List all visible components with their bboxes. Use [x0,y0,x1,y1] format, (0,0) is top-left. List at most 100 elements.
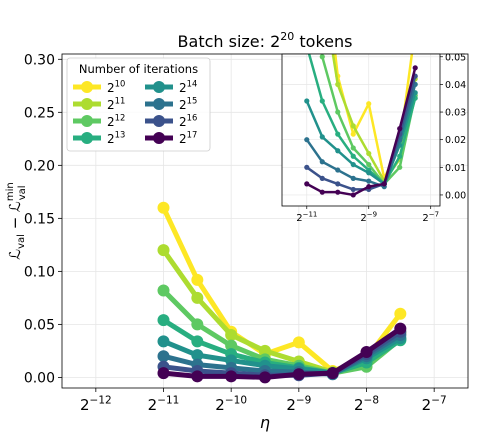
inset-data-point [335,81,341,87]
inset-data-point [397,153,403,159]
legend-swatch-marker [81,132,93,144]
inset-x-tick-label: 2−7 [422,211,439,225]
legend-swatch-marker [153,98,165,110]
inset-y-tick-label: 0.03 [445,108,466,119]
legend-label: 215 [179,96,197,112]
y-axis-label: ℒval − ℒminval [5,182,28,259]
inset-data-point [335,189,341,195]
legend-swatch-marker [153,132,165,144]
data-point [191,335,204,348]
legend-item: 210 [73,79,125,95]
inset-data-point [304,98,310,104]
data-point [225,370,238,383]
x-tick-label: 2−7 [422,394,447,414]
inset-data-point [366,150,372,157]
inset-series-17 [304,65,418,198]
data-point [157,350,170,363]
data-point [394,322,407,335]
legend-title: Number of iterations [79,62,198,76]
data-point [326,367,339,380]
inset-data-point [350,131,356,137]
inset-x-tick-label: 2−11 [296,211,317,225]
inset-y-tick-label: 0.04 [445,80,466,91]
data-point [157,335,170,348]
inset-data-point [335,148,341,154]
legend-swatch-marker [81,115,93,127]
legend-item: 211 [73,96,125,112]
inset-series-line [305,84,417,188]
inset-y-tick-label: 0.01 [445,163,466,174]
data-point [157,244,170,257]
y-tick-label: 0.30 [24,52,55,68]
inset-data-point [304,164,310,170]
inset-data-point [350,153,356,159]
legend-swatch-marker [153,81,165,93]
inset-data-point [350,192,356,198]
legend-swatch-marker [81,81,93,93]
data-point [292,368,305,381]
inset-series-line [320,54,417,186]
inset-data-point [319,175,325,181]
inset-data-point [350,175,356,181]
legend-item: 216 [145,113,197,129]
x-tick-label: 2−9 [286,394,311,414]
legend-item: 213 [73,130,125,146]
data-point [360,345,373,358]
data-point [225,339,238,352]
legend-label: 217 [179,130,197,146]
inset-data-point [319,98,325,104]
x-tick-label: 2−11 [148,394,180,414]
inset-data-point [335,131,341,137]
legend-label: 214 [179,79,197,95]
y-tick-label: 0.25 [24,105,55,121]
inset-data-point [413,27,418,32]
inset: 2−11 2−9 2−7 0.00 0.01 0.02 0.03 0.04 0.05 [281,27,466,225]
legend-item: 212 [73,113,125,129]
data-point [292,336,305,349]
legend-box [66,57,211,152]
legend: Number of iterations21021121221321421521… [66,57,211,152]
inset-data-point [335,181,341,187]
series-17 [157,322,407,384]
plot-area [157,201,407,384]
data-point [259,371,271,384]
inset-x-tick-label: 2−9 [360,211,377,225]
inset-data-point [397,164,403,170]
legend-label: 210 [107,79,125,95]
inset-data-point [366,170,372,176]
inset-data-point [366,101,372,107]
inset-data-point [319,134,325,140]
data-point [394,307,407,320]
legend-label: 213 [107,130,125,146]
inset-series-line [305,92,417,186]
y-tick-label: 0.15 [24,211,55,227]
y-tick-label: 0.00 [24,370,55,386]
inset-plot-area [304,27,418,198]
data-point [259,344,271,357]
data-point [225,328,238,341]
plot-frame [61,53,469,389]
legend-label: 216 [179,113,197,129]
x-axis-label: η [260,413,270,432]
inset-data-point [350,186,356,193]
y-tick-label: 0.20 [24,158,55,174]
inset-data-point [366,184,372,190]
chart-title: Batch size: 220 tokens [178,30,353,51]
legend-label: 212 [107,113,125,129]
data-point [157,367,170,380]
data-point [157,284,170,297]
inset-series-line [307,54,417,186]
inset-data-point [412,65,418,71]
inset-data-point [397,126,403,132]
inset-y-tick-label: 0.02 [445,135,466,146]
inset-data-point [366,178,372,184]
inset-data-point [304,137,310,143]
inset-data-point [319,189,325,195]
data-point [191,370,204,383]
x-tick-label: 2−12 [80,394,112,414]
legend-swatch-marker [81,98,93,110]
inset-data-point [366,161,372,168]
data-point [191,273,204,286]
legend-item: 214 [145,79,197,95]
